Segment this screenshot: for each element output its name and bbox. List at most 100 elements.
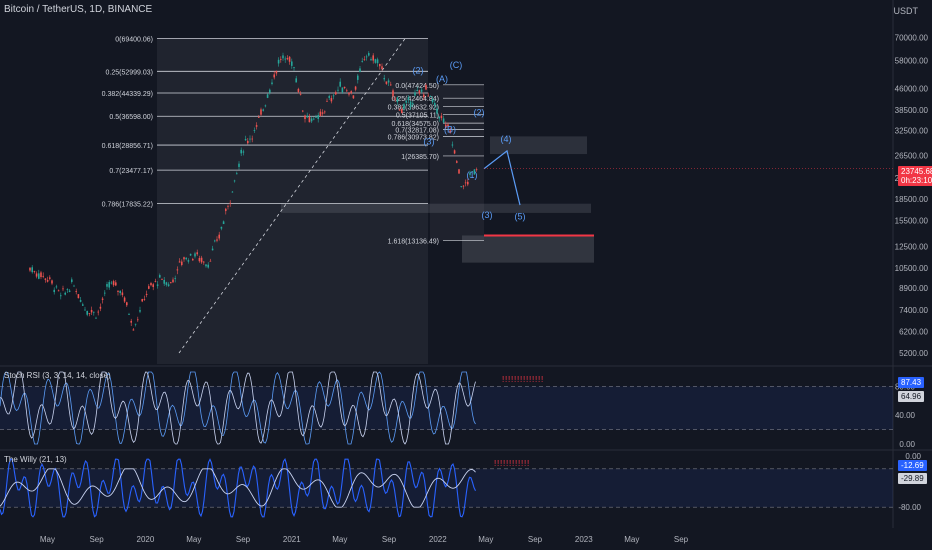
candle-body [112, 281, 115, 286]
trend-line [178, 38, 406, 354]
candle-body [95, 317, 97, 319]
candle-body [51, 280, 53, 284]
fib2-label: 1(26385.70) [401, 154, 439, 161]
willy-alert-mark: ! [503, 459, 505, 468]
candle-body [214, 240, 216, 242]
candle-body [42, 275, 44, 277]
candle-body [49, 277, 51, 279]
candle-body [337, 89, 339, 91]
candle-body [361, 61, 363, 62]
price-tick-label: 70000.00 [895, 34, 929, 43]
candle-body [207, 264, 209, 268]
candle-body [328, 96, 330, 98]
candle-body [379, 63, 381, 67]
wave-label: (4) [501, 134, 512, 144]
candle-body [423, 94, 425, 98]
fib-label: 0.7(23477.17) [109, 168, 153, 175]
candle-body [258, 117, 260, 118]
candle-body [88, 313, 91, 314]
candle-body [216, 239, 218, 241]
willy-alert-mark: ! [527, 459, 529, 468]
candle-body [68, 290, 71, 292]
candle-body [161, 279, 163, 280]
candle-body [453, 150, 456, 154]
candle-body [475, 169, 478, 171]
candle-body [163, 279, 165, 284]
candle-body [297, 88, 300, 92]
candle-body [165, 282, 168, 285]
price-tick-label: 58000.00 [895, 56, 929, 65]
candle-body [249, 138, 251, 140]
date-tick-label: 2020 [137, 535, 155, 544]
candle-body [75, 291, 77, 292]
date-tick-label: May [40, 535, 55, 544]
candle-body [251, 138, 253, 140]
date-tick-label: 2022 [429, 535, 447, 544]
stoch-tick-label: 40.00 [895, 411, 916, 420]
candle-body [456, 161, 458, 163]
candle-body [62, 288, 64, 290]
fib-label: 0.5(36598.00) [109, 114, 153, 121]
candle-body [110, 282, 113, 284]
candle-body [445, 124, 447, 128]
candle-body [198, 258, 201, 262]
candle-body [137, 319, 139, 321]
target-box-low [462, 235, 594, 263]
candle-body [121, 292, 124, 296]
fib2-label: 0.382(39632.92) [388, 105, 439, 112]
candle-body [343, 86, 346, 89]
willy-label[interactable]: The Willy (21, 13) [4, 455, 67, 464]
candle-body [192, 259, 194, 261]
willy-alert-mark: ! [494, 459, 496, 468]
candle-body [368, 53, 370, 56]
candle-body [64, 292, 66, 295]
candle-body [90, 309, 93, 313]
stoch-alert-mark: ! [502, 375, 504, 384]
candle-body [394, 98, 396, 100]
price-tick-label: 10500.00 [895, 264, 929, 273]
candle-body [29, 267, 31, 271]
candle-body [277, 59, 280, 64]
candle-body [115, 282, 117, 286]
candle-body [159, 275, 161, 278]
candle-body [280, 58, 282, 60]
wave-label: (3) [424, 136, 435, 146]
candle-body [181, 261, 183, 265]
candle-body [341, 87, 344, 93]
price-tick-label: 18500.00 [895, 195, 929, 204]
countdown-tag: 0h:23:10 [898, 175, 932, 186]
candle-body [335, 92, 337, 95]
willy-alert-mark: ! [500, 459, 502, 468]
stoch-d-tag: 64.96 [898, 391, 925, 402]
stoch-alert-mark: ! [523, 375, 525, 384]
candle-body [101, 298, 104, 300]
candle-body [189, 253, 192, 256]
stoch-alert-mark: ! [532, 375, 534, 384]
candle-body [359, 68, 361, 73]
candle-body [317, 114, 319, 119]
willy-signal-line [0, 468, 476, 508]
candle-body [381, 66, 383, 69]
candle-body [79, 300, 82, 302]
fib2-label: 0.618(34575.0) [392, 121, 439, 128]
price-tick-label: 6200.00 [899, 328, 928, 337]
candle-body [458, 169, 460, 174]
candle-body [288, 56, 291, 62]
candle-body [141, 299, 143, 302]
candle-body [260, 109, 262, 115]
stoch-rsi-label[interactable]: Stoch RSI (3, 3, 14, 14, close) [4, 371, 111, 380]
fib-zone-main [157, 38, 428, 365]
candle-body [231, 191, 234, 193]
candle-body [117, 290, 119, 292]
candle-body [220, 226, 223, 229]
price-tick-label: 12500.00 [895, 243, 929, 252]
stoch-alert-mark: ! [538, 375, 540, 384]
fib2-label: 0.0(47424.50) [395, 83, 439, 90]
candle-body [431, 99, 434, 103]
axis-unit-label: USDT [893, 6, 919, 16]
candle-body [143, 299, 146, 300]
candle-body [363, 59, 366, 61]
candle-body [262, 109, 264, 111]
willy-band [0, 468, 893, 508]
